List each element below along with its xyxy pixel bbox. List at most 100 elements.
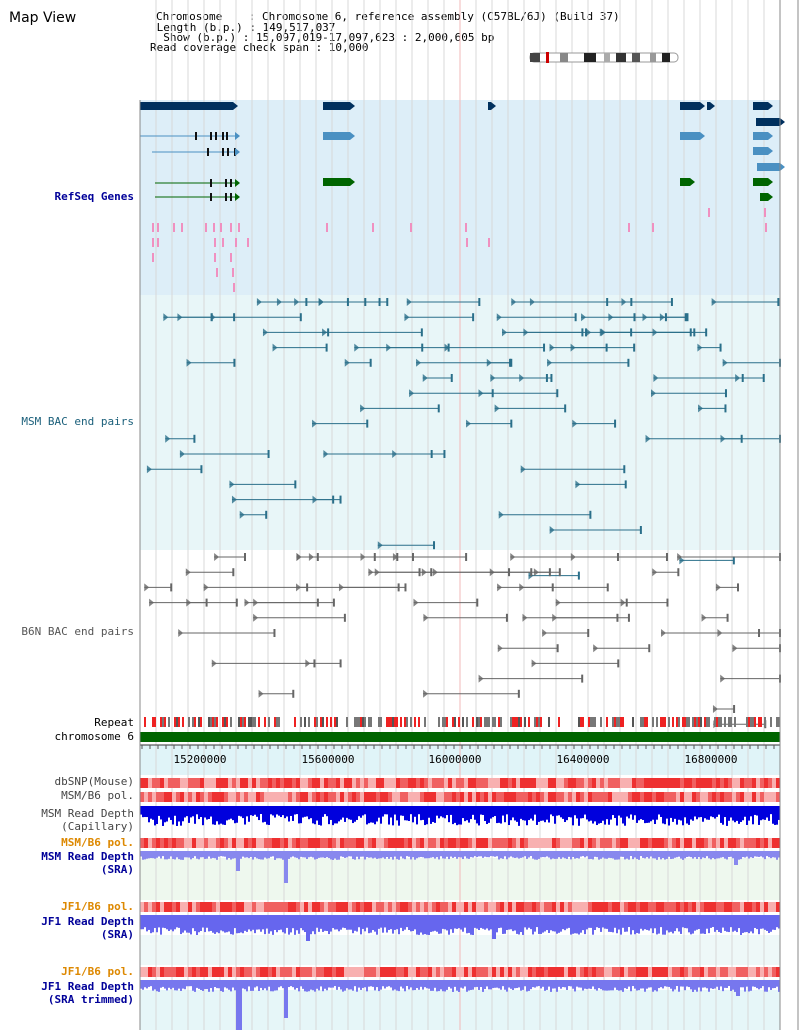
depth-bar bbox=[652, 915, 654, 934]
depth-bar bbox=[608, 851, 610, 858]
heat-cell bbox=[672, 778, 676, 788]
heat-cell bbox=[316, 902, 320, 912]
heat-cell bbox=[140, 792, 144, 802]
heat-cell bbox=[528, 967, 532, 977]
heat-cell bbox=[528, 902, 532, 912]
depth-bar bbox=[278, 915, 280, 931]
depth-bar bbox=[594, 806, 596, 822]
gene-exon bbox=[230, 193, 232, 201]
depth-bar bbox=[546, 851, 548, 857]
heat-cell bbox=[480, 902, 484, 912]
repeat-element bbox=[724, 717, 726, 727]
heat-cell bbox=[364, 902, 368, 912]
depth-bar bbox=[396, 915, 398, 930]
depth-bar bbox=[438, 915, 440, 934]
depth-bar bbox=[330, 980, 332, 988]
depth-bar bbox=[772, 915, 774, 930]
heat-cell bbox=[272, 902, 276, 912]
depth-bar bbox=[140, 806, 142, 815]
depth-bar bbox=[636, 980, 638, 991]
depth-bar bbox=[264, 851, 266, 858]
depth-bar bbox=[480, 851, 482, 857]
heat-cell bbox=[452, 778, 456, 788]
depth-bar bbox=[688, 851, 690, 857]
depth-bar bbox=[208, 806, 210, 820]
depth-bar bbox=[160, 915, 162, 935]
heat-cell bbox=[260, 778, 264, 788]
heat-cell bbox=[688, 778, 692, 788]
depth-bar bbox=[762, 806, 764, 820]
heat-cell bbox=[480, 967, 484, 977]
depth-bar bbox=[418, 915, 420, 935]
heat-cell bbox=[576, 838, 580, 848]
heat-cell bbox=[540, 792, 544, 802]
heat-cell bbox=[276, 792, 280, 802]
repeat-element bbox=[212, 717, 214, 727]
depth-bar bbox=[534, 980, 536, 988]
repeat-element bbox=[708, 717, 710, 727]
depth-bar bbox=[582, 851, 584, 857]
repeat-element bbox=[734, 717, 736, 727]
gene-arrow bbox=[768, 178, 773, 186]
depth-bar bbox=[438, 980, 440, 992]
depth-bar bbox=[454, 851, 456, 857]
heat-cell bbox=[208, 778, 212, 788]
depth-bar bbox=[620, 851, 622, 857]
refseq-feature bbox=[708, 208, 710, 217]
pair-end bbox=[170, 583, 173, 592]
depth-bar bbox=[428, 806, 430, 818]
depth-bar bbox=[400, 806, 402, 816]
depth-bar bbox=[678, 915, 680, 932]
refseq-feature bbox=[230, 253, 232, 262]
heat-cell bbox=[488, 838, 492, 848]
depth-bar bbox=[564, 915, 566, 931]
heat-cell bbox=[144, 967, 148, 977]
depth-bar bbox=[278, 980, 280, 988]
depth-bar bbox=[234, 915, 236, 929]
heat-cell bbox=[156, 967, 160, 977]
depth-bar bbox=[610, 980, 612, 991]
heat-cell bbox=[648, 967, 652, 977]
heat-cell bbox=[252, 967, 256, 977]
heat-cell bbox=[444, 792, 448, 802]
depth-bar bbox=[326, 806, 328, 817]
depth-bar bbox=[346, 980, 348, 989]
depth-bar bbox=[634, 806, 636, 816]
depth-bar bbox=[678, 851, 680, 857]
heat-cell bbox=[380, 778, 384, 788]
repeat-element bbox=[168, 717, 170, 727]
depth-bar bbox=[506, 851, 508, 860]
depth-bar bbox=[588, 851, 590, 860]
depth-bar bbox=[694, 851, 696, 858]
depth-bar bbox=[360, 851, 362, 857]
repeat-element bbox=[548, 717, 550, 727]
depth-bar bbox=[554, 915, 556, 932]
repeat-element bbox=[208, 717, 210, 727]
pair-end bbox=[625, 598, 628, 607]
heat-cell bbox=[316, 778, 320, 788]
depth-bar bbox=[348, 915, 350, 930]
heat-cell bbox=[448, 902, 452, 912]
depth-bar bbox=[732, 980, 734, 990]
heat-cell bbox=[692, 778, 696, 788]
depth-bar bbox=[236, 980, 238, 1030]
depth-bar bbox=[418, 851, 420, 858]
heat-cell bbox=[624, 792, 628, 802]
depth-bar bbox=[722, 851, 724, 858]
depth-bar bbox=[210, 915, 212, 931]
pair-end bbox=[472, 313, 475, 322]
depth-bar bbox=[738, 806, 740, 824]
heat-cell bbox=[740, 838, 744, 848]
depth-bar bbox=[706, 980, 708, 989]
depth-bar bbox=[486, 915, 488, 929]
depth-bar bbox=[522, 980, 524, 990]
repeat-element bbox=[362, 717, 364, 727]
pair-end bbox=[722, 358, 728, 367]
depth-bar bbox=[518, 806, 520, 826]
depth-bar bbox=[732, 851, 734, 859]
depth-bar bbox=[316, 980, 318, 989]
depth-bar bbox=[698, 851, 700, 858]
depth-bar bbox=[682, 851, 684, 860]
heat-cell bbox=[268, 967, 272, 977]
heat-cell bbox=[224, 778, 228, 788]
